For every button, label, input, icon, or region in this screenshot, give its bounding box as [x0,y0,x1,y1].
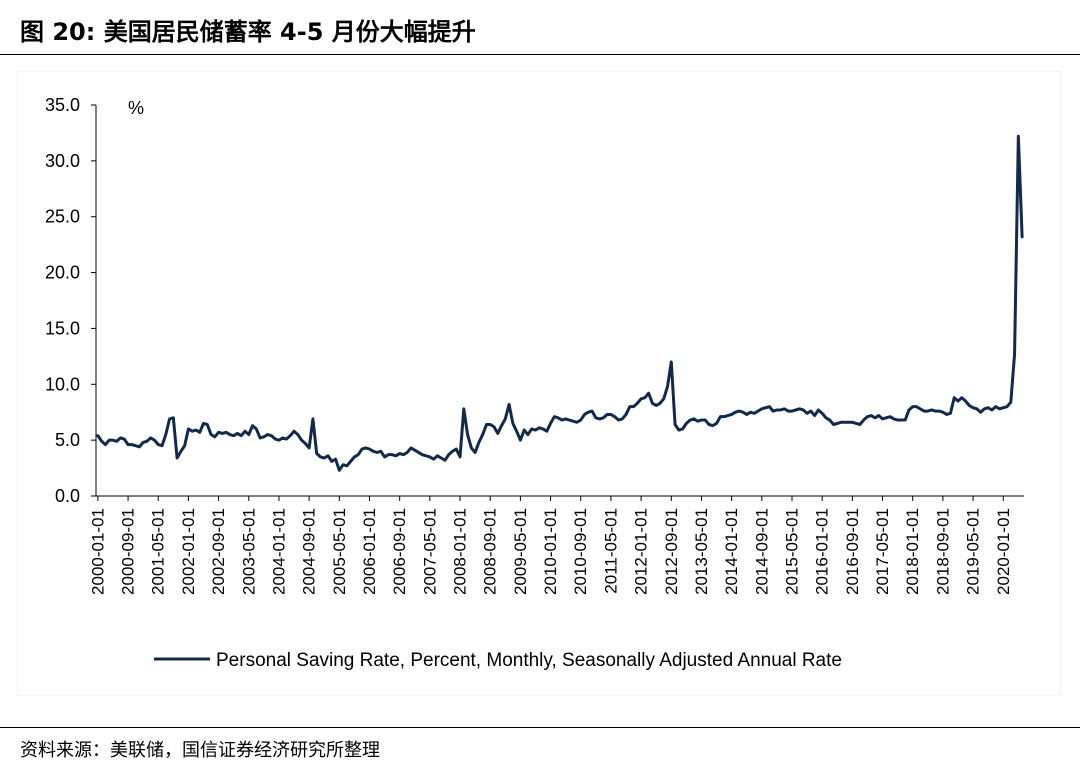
y-axis: 0.0 5.0 10.0 15.0 20.0 25.0 30.0 35.0 [45,95,96,506]
y-tick-label: 35.0 [45,95,80,115]
legend: Personal Saving Rate, Percent, Monthly, … [154,650,842,671]
saving-rate-chart: 0.0 5.0 10.0 15.0 20.0 25.0 30.0 35.0 2000-01-0… [18,72,1060,695]
x-tick-label: 2006-09-01 [390,508,409,595]
series-line-saving-rate [98,136,1022,470]
y-tick-label: 20.0 [45,263,80,283]
x-tick-label: 2002-09-01 [209,508,228,595]
y-tick-label: 10.0 [45,374,80,394]
x-tick-label: 2011-05-01 [601,508,620,594]
unit-label: % [128,98,144,118]
chart-panel: 0.0 5.0 10.0 15.0 20.0 25.0 30.0 35.0 2000-01-0… [18,72,1060,695]
x-tick-label: 2016-09-01 [843,508,862,595]
title-divider [0,54,1080,55]
footer-divider [0,727,1080,728]
title-bar: 图 20: 美国居民储蓄率 4-5 月份大幅提升 [0,0,1080,56]
x-tick-label: 2016-01-01 [813,508,832,595]
x-tick-label: 2015-05-01 [783,508,802,595]
x-axis: 2000-01-01 2000-09-01 2001-05-01 2002-01-01… [88,496,1024,595]
x-tick-label: 2013-05-01 [692,508,711,595]
x-tick-label: 2003-05-01 [239,508,258,595]
x-tick-label: 2014-09-01 [752,508,771,595]
y-tick-label: 15.0 [45,318,80,338]
x-tick-label: 2007-05-01 [420,508,439,595]
y-tick-label: 0.0 [55,486,80,506]
x-tick-label: 2000-09-01 [119,508,138,595]
x-tick-label: 2009-05-01 [511,508,530,595]
x-tick-label: 2005-05-01 [330,508,349,595]
x-tick-label: 2010-01-01 [541,508,560,595]
series-layer [98,136,1022,470]
x-tick-label: 2010-09-01 [571,508,590,595]
y-tick-label: 30.0 [45,151,80,171]
x-tick-label: 2012-09-01 [662,508,681,595]
x-tick-label: 2004-09-01 [300,508,319,595]
x-tick-label: 2006-01-01 [360,508,379,595]
x-tick-label: 2019-05-01 [964,508,983,595]
x-tick-label: 2020-01-01 [994,508,1013,595]
x-tick-label: 2002-01-01 [179,508,198,595]
figure-title: 图 20: 美国居民储蓄率 4-5 月份大幅提升 [20,12,476,47]
x-tick-label: 2001-05-01 [149,508,168,595]
y-tick-label: 5.0 [55,430,80,450]
x-tick-label: 2008-09-01 [481,508,500,595]
x-tick-label: 2018-09-01 [933,508,952,595]
source-note: 资料来源：美联储，国信证券经济研究所整理 [20,736,380,762]
x-tick-label: 2012-01-01 [632,508,651,595]
y-tick-label: 25.0 [45,207,80,227]
x-tick-label: 2014-01-01 [722,508,741,595]
x-tick-label: 2004-01-01 [269,508,288,595]
legend-label: Personal Saving Rate, Percent, Monthly, … [216,650,842,671]
x-tick-label: 2008-01-01 [451,508,470,595]
x-tick-label: 2018-01-01 [903,508,922,595]
x-tick-label: 2017-05-01 [873,508,892,595]
x-tick-label: 2000-01-01 [88,508,107,595]
